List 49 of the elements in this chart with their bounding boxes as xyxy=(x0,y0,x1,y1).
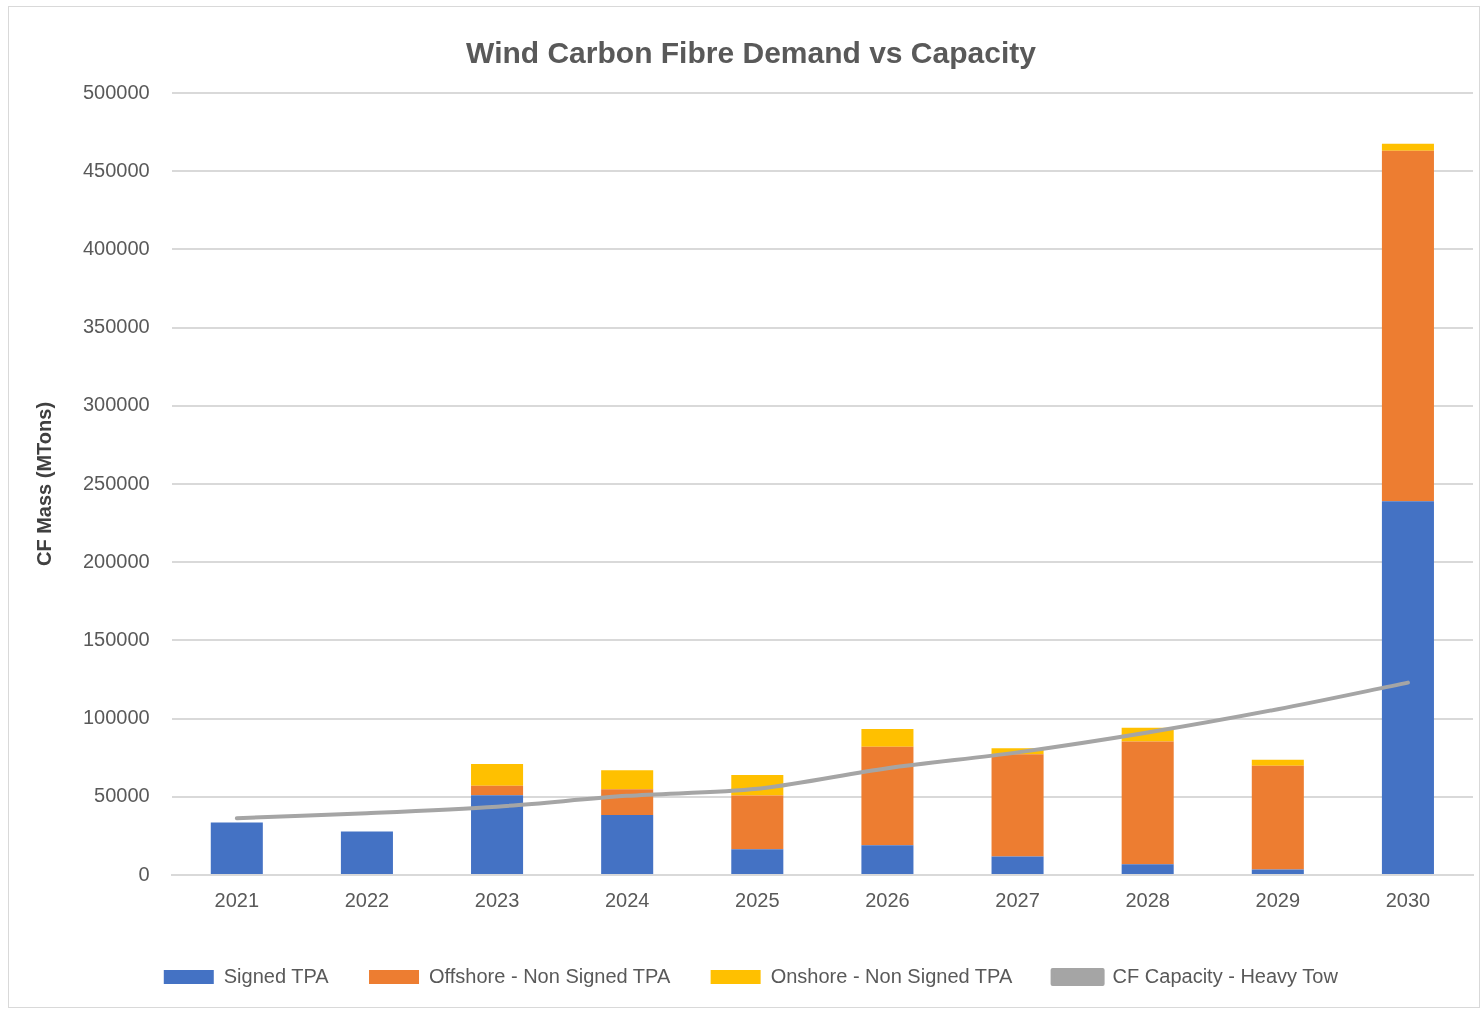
x-tick-label: 2023 xyxy=(474,888,520,911)
x-tick-label: 2028 xyxy=(1125,888,1170,911)
bar xyxy=(991,754,1044,857)
y-tick-label: 350000 xyxy=(82,315,150,338)
y-tick-label: 450000 xyxy=(82,158,150,181)
bar xyxy=(1381,501,1434,874)
y-tick-label: 150000 xyxy=(82,627,150,650)
bar xyxy=(991,856,1044,874)
legend-label: Offshore - Non Signed TPA xyxy=(429,964,671,987)
bar xyxy=(601,814,654,874)
x-tick-label: 2024 xyxy=(604,888,650,911)
bar xyxy=(471,763,524,786)
y-tick-label: 300000 xyxy=(82,393,150,416)
y-tick-label: 50000 xyxy=(94,784,150,807)
line-series xyxy=(234,680,1410,821)
y-tick-label: 0 xyxy=(138,862,150,885)
y-tick-label: 500000 xyxy=(82,80,150,103)
x-tick-label: 2025 xyxy=(735,888,780,911)
legend-label: Onshore - Non Signed TPA xyxy=(770,964,1013,987)
legend-label: Signed TPA xyxy=(223,964,330,987)
bar xyxy=(1121,741,1174,865)
bar xyxy=(861,845,914,874)
bar xyxy=(210,822,263,874)
bar xyxy=(861,728,914,747)
bar xyxy=(471,785,524,796)
bar xyxy=(1121,864,1174,874)
legend-label: CF Capacity - Heavy Tow xyxy=(1112,964,1339,987)
bar xyxy=(601,770,654,790)
bar xyxy=(1251,759,1304,766)
x-tick-label: 2022 xyxy=(344,888,390,911)
bar xyxy=(1381,150,1434,502)
y-tick-label: 400000 xyxy=(82,236,150,259)
y-tick-label: 250000 xyxy=(82,471,150,494)
bar xyxy=(731,795,784,850)
x-tick-label: 2021 xyxy=(214,888,260,911)
bar xyxy=(1381,143,1434,151)
y-axis-title: CF Mass (MTons) xyxy=(32,401,55,567)
bar xyxy=(471,795,524,874)
chart-title: Wind Carbon Fibre Demand vs Capacity xyxy=(466,36,1037,70)
x-tick-label: 2029 xyxy=(1255,888,1301,911)
x-tick-label: 2026 xyxy=(865,888,910,911)
bar xyxy=(340,831,393,874)
bar xyxy=(731,849,784,874)
x-tick-label: 2030 xyxy=(1385,888,1431,911)
bar xyxy=(861,746,914,846)
x-tick-label: 2027 xyxy=(995,888,1040,911)
bar xyxy=(1251,765,1304,870)
y-tick-label: 200000 xyxy=(82,549,150,572)
y-tick-label: 100000 xyxy=(82,706,150,729)
